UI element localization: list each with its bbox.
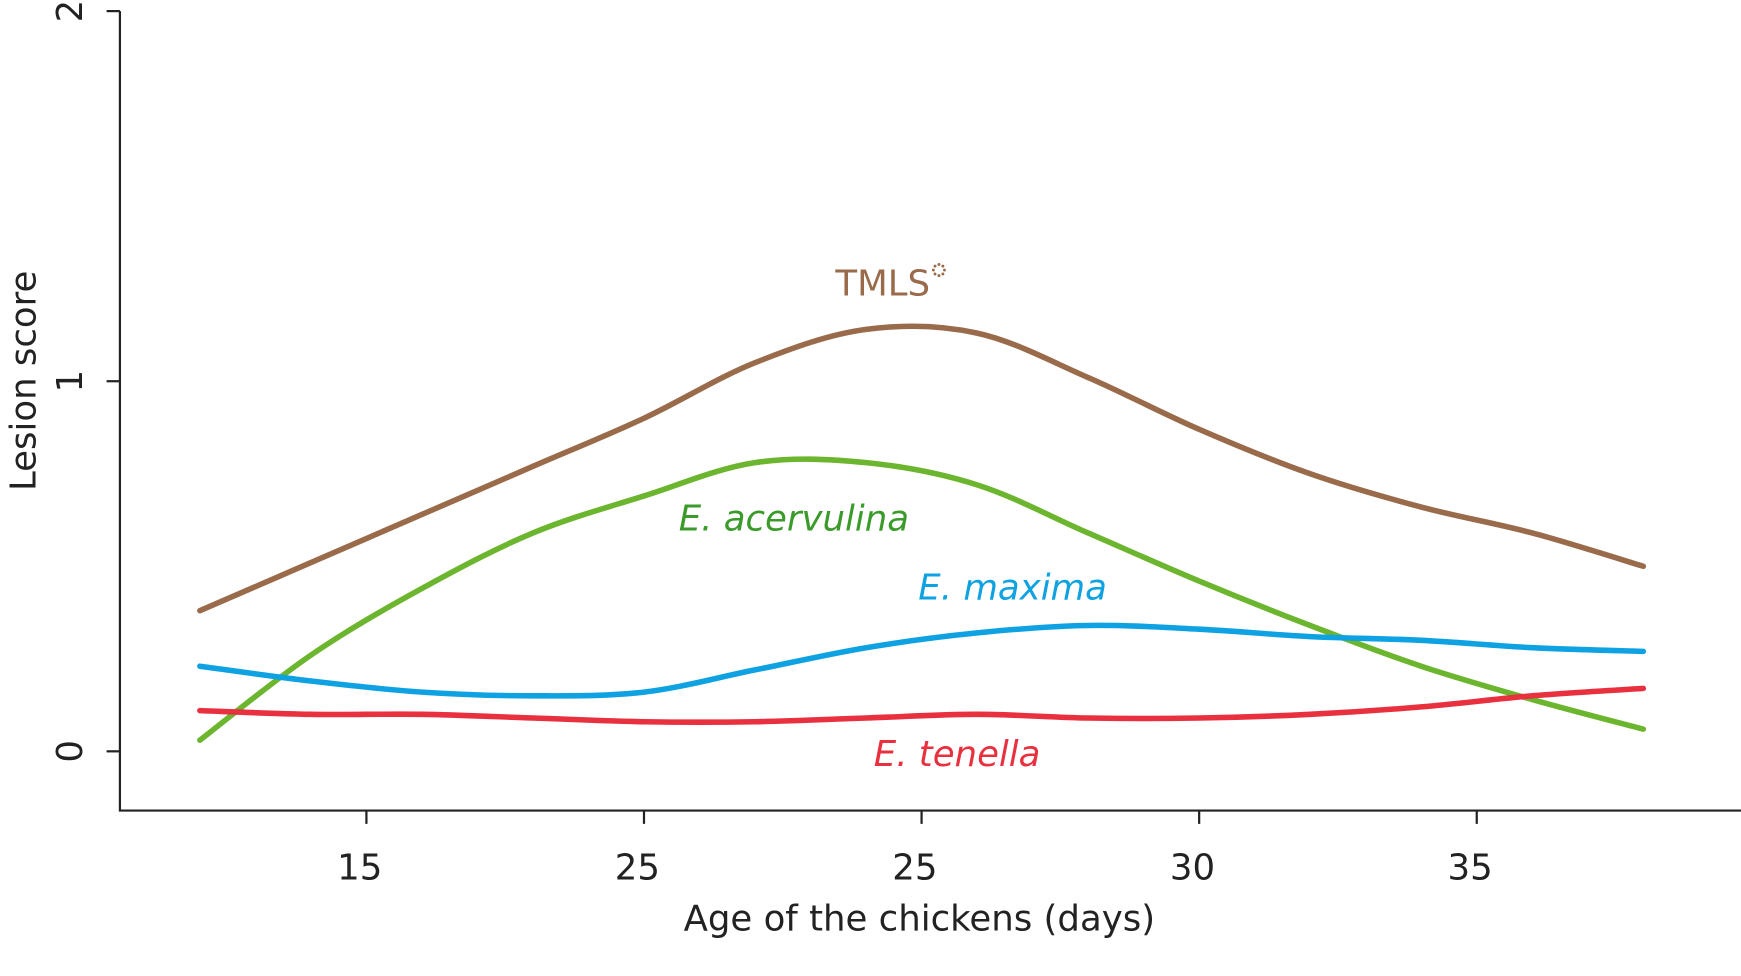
superscript-dot	[933, 272, 937, 276]
series-label: TMLS	[834, 263, 930, 304]
series-label: E. maxima	[918, 568, 1107, 609]
x-tick-label: 15	[337, 847, 382, 888]
y-tick-label: 2	[50, 0, 91, 22]
superscript-dot	[933, 264, 937, 268]
superscript-dot	[943, 268, 946, 272]
series-label: E. tenella	[874, 734, 1041, 775]
series-line	[197, 323, 1647, 614]
superscript-dot	[937, 274, 941, 278]
x-tick-label: 25	[892, 847, 937, 888]
series-line	[197, 685, 1647, 725]
series-label: E. acervulina	[679, 499, 909, 540]
superscript-dot	[941, 264, 945, 268]
superscript-dot	[937, 263, 941, 266]
y-tick-label: 0	[50, 740, 91, 763]
series-line	[197, 622, 1647, 699]
y-axis-label: Lesion score	[4, 271, 45, 491]
x-axis-label: Age of the chickens (days)	[684, 898, 1156, 939]
series-line	[197, 456, 1647, 744]
superscript-dot	[931, 268, 935, 272]
x-tick-label: 35	[1447, 847, 1492, 888]
axes	[118, 11, 1741, 812]
superscript-mark	[931, 263, 946, 278]
superscript-dot	[941, 272, 945, 276]
y-tick-label: 1	[50, 370, 91, 393]
x-tick-label: 30	[1170, 847, 1215, 888]
x-tick-label: 25	[615, 847, 660, 888]
